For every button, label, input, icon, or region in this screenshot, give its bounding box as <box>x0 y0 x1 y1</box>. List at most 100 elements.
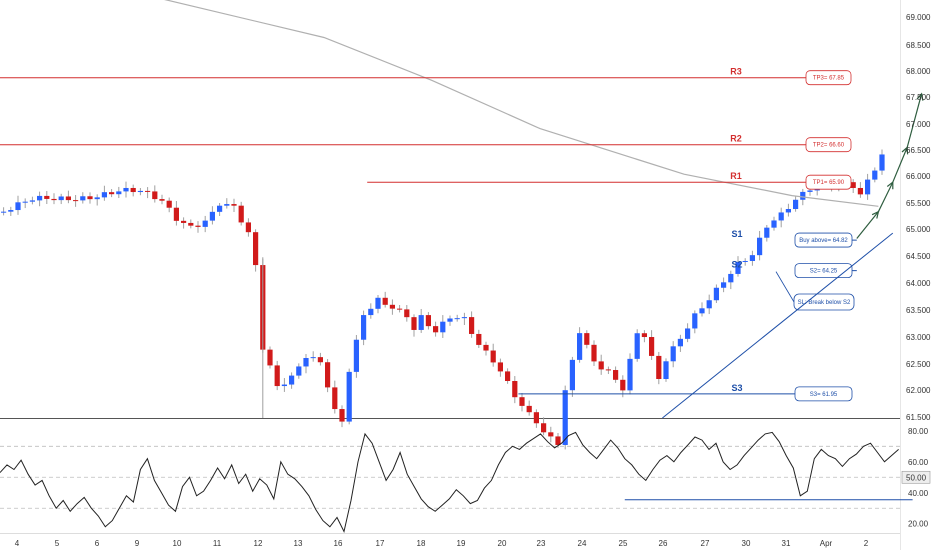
level-box-r2[interactable] <box>805 137 852 153</box>
candle <box>245 218 251 237</box>
rsi-tick-label: 40.00 <box>908 489 929 498</box>
candle <box>598 354 604 375</box>
time-tick-label: 30 <box>742 539 751 548</box>
level-box-s1[interactable] <box>794 232 853 248</box>
candle-body <box>145 190 151 192</box>
candle <box>440 315 446 338</box>
candle <box>8 206 14 216</box>
candle-body <box>296 366 302 376</box>
candle <box>389 299 395 315</box>
candle-body <box>425 315 431 327</box>
candle-body <box>37 195 43 201</box>
rsi-axis[interactable]: 80.00 60.00 40.00 20.00 50.00 <box>901 427 931 529</box>
candle-body <box>159 199 165 201</box>
candle <box>238 201 244 226</box>
level-label-s1: S1 <box>731 229 742 239</box>
candle-body <box>533 412 539 424</box>
candle <box>519 392 525 412</box>
candle-body <box>771 220 777 228</box>
candle <box>15 195 21 215</box>
candle-body <box>231 204 237 206</box>
level-box-s2[interactable] <box>794 263 853 279</box>
candle-body <box>202 220 208 227</box>
candle-body <box>152 191 158 200</box>
rsi-pane[interactable] <box>0 431 913 533</box>
candle <box>51 193 57 205</box>
candle <box>346 368 352 425</box>
time-axis[interactable]: 4 5 6 9 10 11 12 13 16 17 18 19 20 23 24 25 26 27 30 31 Apr 2 <box>15 539 869 548</box>
candle-body <box>706 300 712 309</box>
candle-body <box>670 346 676 362</box>
candle <box>253 229 259 272</box>
price-tick-label: 68.500 <box>906 41 931 50</box>
price-tick-label: 65.500 <box>906 199 931 208</box>
projection-arrowhead <box>901 146 909 155</box>
projection-arrowhead <box>886 180 894 190</box>
candle <box>195 221 201 233</box>
candle-body <box>742 260 748 262</box>
candle <box>166 197 172 213</box>
candle <box>857 182 863 198</box>
price-tick-label: 68.000 <box>906 67 931 76</box>
candle <box>44 191 50 205</box>
price-tick-label: 62.500 <box>906 360 931 369</box>
candle <box>512 376 518 404</box>
price-tick-label: 65.000 <box>906 225 931 234</box>
rsi-line <box>0 431 899 533</box>
candle <box>368 303 374 319</box>
candle-body <box>29 200 35 202</box>
candle-body <box>346 371 352 422</box>
time-tick-label: 20 <box>498 539 507 548</box>
projection-segment <box>877 181 894 212</box>
candle <box>303 353 309 374</box>
candle-body <box>757 237 763 256</box>
candle <box>692 310 698 334</box>
candle <box>605 366 611 375</box>
candle-body <box>382 297 388 305</box>
candle <box>1 207 7 216</box>
level-box-text-r3: TP3= 67.85 <box>813 76 845 82</box>
candle <box>591 340 597 366</box>
level-box-r1[interactable] <box>805 174 852 190</box>
candle-body <box>303 358 309 367</box>
stop-loss-connector <box>775 271 795 303</box>
level-box-s3[interactable] <box>794 386 853 402</box>
time-tick-label: 4 <box>15 539 20 548</box>
price-tick-label: 63.500 <box>906 306 931 315</box>
candle <box>375 295 381 314</box>
candle-body <box>418 315 424 330</box>
candle <box>397 304 403 313</box>
candle-body <box>764 227 770 238</box>
candle-body <box>245 222 251 233</box>
candle <box>310 351 316 362</box>
candle-body <box>15 202 21 211</box>
candle <box>634 329 640 362</box>
candle-body <box>692 313 698 329</box>
candle-body <box>598 361 604 370</box>
candle <box>80 192 86 204</box>
rsi-tick-label: 20.00 <box>908 520 929 529</box>
price-axis[interactable]: 69.000 68.500 68.000 67.500 67.000 66.500 66.0… <box>906 13 931 422</box>
candle-body <box>641 333 647 338</box>
candle-body <box>87 196 93 200</box>
stop-loss-box[interactable] <box>793 293 855 311</box>
candle <box>706 294 712 315</box>
candle <box>101 185 107 201</box>
candle <box>65 190 71 204</box>
candle <box>764 224 770 242</box>
time-tick-label: 10 <box>173 539 182 548</box>
level-box-r3[interactable] <box>805 70 852 86</box>
candle-body <box>569 359 575 391</box>
chart-grid <box>0 0 901 550</box>
time-tick-label: 19 <box>457 539 466 548</box>
candle <box>469 311 475 338</box>
time-tick-label: 23 <box>537 539 546 548</box>
price-pane[interactable] <box>0 0 885 450</box>
time-tick-label: 12 <box>254 539 263 548</box>
candle-body <box>591 344 597 362</box>
candle <box>749 250 755 266</box>
candle-body <box>785 209 791 213</box>
candle <box>721 277 727 293</box>
candle-body <box>461 317 467 319</box>
